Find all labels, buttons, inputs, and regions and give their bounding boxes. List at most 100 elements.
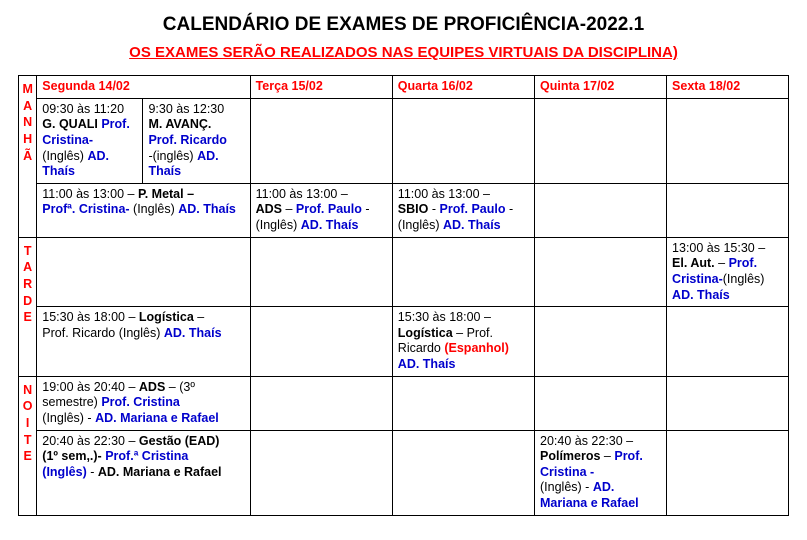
- tarde-row-1: TARDE 13:00 às 15:30 – El. Aut. – Prof. …: [19, 237, 789, 307]
- course: El. Aut.: [672, 256, 715, 270]
- tarde-row-2: 15:30 às 18:00 – Logística – Prof. Ricar…: [19, 307, 789, 377]
- cell-seg-tarde-2: 15:30 às 18:00 – Logística – Prof. Ricar…: [37, 307, 250, 377]
- cell-seg-manha-2: 11:00 às 13:00 – P. Metal – Profª. Crist…: [37, 183, 250, 237]
- prof: Prof.ª Cristina: [105, 449, 188, 463]
- cell-qua-noite-2: [392, 430, 534, 515]
- dash: –: [604, 449, 611, 463]
- course: Logística: [398, 326, 453, 340]
- col-sexta: Sexta 18/02: [667, 76, 789, 99]
- course: P. Metal –: [138, 187, 194, 201]
- col-segunda: Segunda 14/02: [37, 76, 250, 99]
- dash: -: [90, 465, 94, 479]
- lang: (Espanhol): [444, 341, 509, 355]
- cell-qua-noite-1: [392, 376, 534, 430]
- manha-row-1: 09:30 às 11:20 G. QUALI Prof. Cristina- …: [19, 98, 789, 183]
- noite-row-2: 20:40 às 22:30 – Gestão (EAD) (1º sem,.)…: [19, 430, 789, 515]
- lang: (Inglês): [133, 202, 175, 216]
- cell-qua-tarde-1: [392, 237, 534, 307]
- dash: -: [365, 202, 369, 216]
- cell-seg-noite-1: 19:00 às 20:40 – ADS – (3º semestre) Pro…: [37, 376, 250, 430]
- time: 20:40 às 22:30 –: [42, 434, 135, 448]
- cell-sex-noite-2: [667, 430, 789, 515]
- time: 11:00 às 13:00 –: [256, 187, 348, 201]
- cell-seg-noite-2: 20:40 às 22:30 – Gestão (EAD) (1º sem,.)…: [37, 430, 250, 515]
- cell-qui-noite-2: 20:40 às 22:30 – Polímeros – Prof. Crist…: [535, 430, 667, 515]
- period-label-manha: MANHÃ: [19, 76, 37, 238]
- table-header-row: MANHÃ Segunda 14/02 Terça 15/02 Quarta 1…: [19, 76, 789, 99]
- ad: AD. Thaís: [301, 218, 359, 232]
- prof: Prof. Ricardo: [148, 133, 227, 147]
- cell-sex-tarde-1: 13:00 às 15:30 – El. Aut. – Prof. Cristi…: [667, 237, 789, 307]
- cell-qui-tarde-1: [535, 237, 667, 307]
- time: 09:30 às 11:20: [42, 102, 124, 116]
- course: Logística: [139, 310, 194, 324]
- dash: -: [509, 202, 513, 216]
- time: 9:30 às 12:30: [148, 102, 224, 116]
- cell-sex-manha-1: [667, 98, 789, 183]
- course: M. AVANÇ.: [148, 117, 211, 131]
- ad: AD. Thaís: [178, 202, 236, 216]
- page-title: CALENDÁRIO DE EXAMES DE PROFICIÊNCIA-202…: [18, 14, 789, 36]
- period-label-noite: NOITE: [19, 376, 37, 515]
- page-subtitle: OS EXAMES SERÃO REALIZADOS NAS EQUIPES V…: [18, 44, 789, 61]
- course: Gestão (EAD): [139, 434, 220, 448]
- col-quinta: Quinta 17/02: [535, 76, 667, 99]
- cell-ter-tarde-2: [250, 307, 392, 377]
- lang: (Inglês): [42, 149, 84, 163]
- course: ADS: [256, 202, 282, 216]
- prof: Prof. Ricardo (Inglês): [42, 326, 160, 340]
- cell-ter-tarde-1: [250, 237, 392, 307]
- cell-ter-noite-2: [250, 430, 392, 515]
- dash: -: [89, 133, 93, 147]
- lang: (Inglês): [723, 272, 765, 286]
- cell-ter-noite-1: [250, 376, 392, 430]
- cell-qua-tarde-2: 15:30 às 18:00 – Logística – Prof. Ricar…: [392, 307, 534, 377]
- ad: AD. Mariana e Rafael: [98, 465, 222, 479]
- dash: -: [432, 202, 436, 216]
- time: 11:00 às 13:00 –: [42, 187, 134, 201]
- cell-ter-manha-2: 11:00 às 13:00 – ADS – Prof. Paulo - (In…: [250, 183, 392, 237]
- lang: (Inglês): [398, 218, 440, 232]
- calendar-document: CALENDÁRIO DE EXAMES DE PROFICIÊNCIA-202…: [0, 0, 807, 534]
- time: 15:30 às 18:00 –: [398, 310, 491, 324]
- ad: AD. Thaís: [398, 357, 456, 371]
- dash: -: [590, 465, 594, 479]
- cell-qua-manha-2: 11:00 às 13:00 – SBIO - Prof. Paulo - (I…: [392, 183, 534, 237]
- ad: AD. Thaís: [164, 326, 222, 340]
- line2: (1º sem,.)-: [42, 449, 101, 463]
- ad: AD. Mariana e Rafael: [95, 411, 219, 425]
- lang: (Inglês) -: [540, 480, 589, 494]
- cell-qua-manha-1: [392, 98, 534, 183]
- time: 19:00 às 20:40 –: [42, 380, 135, 394]
- prof: Profª. Cristina-: [42, 202, 129, 216]
- dash: – Prof.: [456, 326, 493, 340]
- lang: (Inglês): [42, 465, 86, 479]
- time: 15:30 às 18:00 –: [42, 310, 135, 324]
- exam-calendar-table: MANHÃ Segunda 14/02 Terça 15/02 Quarta 1…: [18, 75, 789, 516]
- course: G. QUALI: [42, 117, 98, 131]
- course: SBIO: [398, 202, 429, 216]
- cell-qui-tarde-2: [535, 307, 667, 377]
- line2a: semestre): [42, 395, 98, 409]
- lang: (Inglês): [256, 218, 298, 232]
- period-label-tarde: TARDE: [19, 237, 37, 376]
- cell-seg-manha-1: 09:30 às 11:20 G. QUALI Prof. Cristina- …: [37, 98, 250, 183]
- cell-sex-tarde-2: [667, 307, 789, 377]
- col-terca: Terça 15/02: [250, 76, 392, 99]
- time: 20:40 às 22:30 –: [540, 434, 633, 448]
- ad: AD. Thaís: [672, 288, 730, 302]
- prof: Prof. Paulo: [440, 202, 506, 216]
- cell-sex-noite-1: [667, 376, 789, 430]
- course: ADS: [139, 380, 165, 394]
- prof: Prof. Cristina: [101, 395, 180, 409]
- cell-qui-manha-1: [535, 98, 667, 183]
- dash: -(inglês): [148, 149, 193, 163]
- extra: – (3º: [169, 380, 195, 394]
- dash: –: [718, 256, 725, 270]
- dash: –: [197, 310, 204, 324]
- time: 11:00 às 13:00 –: [398, 187, 490, 201]
- cell-qui-manha-2: [535, 183, 667, 237]
- cell-seg-tarde-1: [37, 237, 250, 307]
- lang: (Inglês) -: [42, 411, 91, 425]
- prof: Prof. Paulo: [296, 202, 362, 216]
